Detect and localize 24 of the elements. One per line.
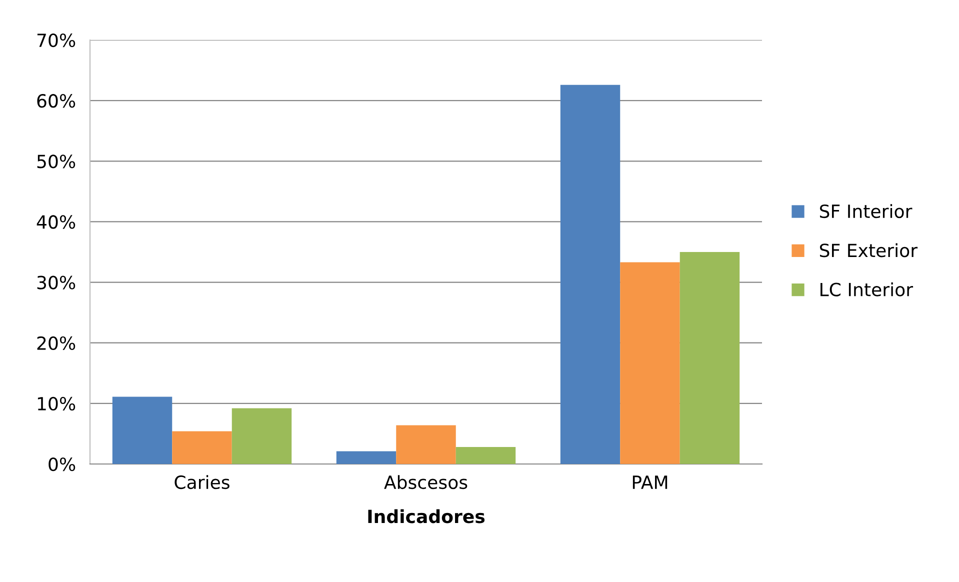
y-tick-label: 40% [36,215,76,229]
x-axis-title: Indicadores [368,509,485,524]
y-tick-label: 30% [37,276,76,290]
y-tick-label: 50% [37,154,76,168]
bar [336,451,396,464]
legend-label: SF Interior [820,204,912,218]
bar [232,408,292,464]
x-tick-label: Caries [174,475,230,490]
bar [172,431,232,464]
bar [456,447,516,464]
y-tick-label: 20% [37,336,76,350]
bar [680,252,740,464]
y-tick-label: 60% [37,94,76,108]
bar [560,84,620,464]
x-tick-label: Abscesos [384,475,468,490]
legend-label: LC Interior [820,282,914,296]
bar [112,396,172,464]
y-tick-label: 70% [37,33,76,48]
legend-label: SF Exterior [820,243,918,258]
bar [620,262,680,464]
x-tick-label: PAM [632,476,668,489]
bar [396,425,456,464]
y-tick-label: 10% [38,396,76,411]
y-tick-label: 0% [48,457,76,472]
